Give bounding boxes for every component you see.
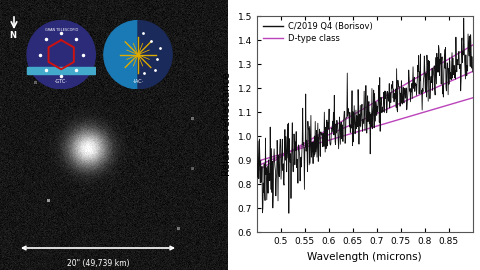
Legend: C/2019 Q4 (Borisov), D-type class: C/2019 Q4 (Borisov), D-type class [261, 20, 374, 44]
Circle shape [27, 21, 96, 89]
Wedge shape [138, 21, 172, 89]
Text: ·IAC·: ·IAC· [132, 79, 144, 84]
Y-axis label: Relative reflectance: Relative reflectance [222, 72, 232, 176]
Text: N: N [9, 31, 16, 40]
X-axis label: Wavelength (microns): Wavelength (microns) [308, 252, 422, 262]
Text: 20" (49,739 km): 20" (49,739 km) [67, 259, 129, 268]
Text: GRAN TELESCOPIO: GRAN TELESCOPIO [45, 28, 78, 32]
Text: ·GTC·: ·GTC· [55, 79, 68, 84]
Wedge shape [104, 21, 138, 89]
Polygon shape [27, 67, 96, 74]
